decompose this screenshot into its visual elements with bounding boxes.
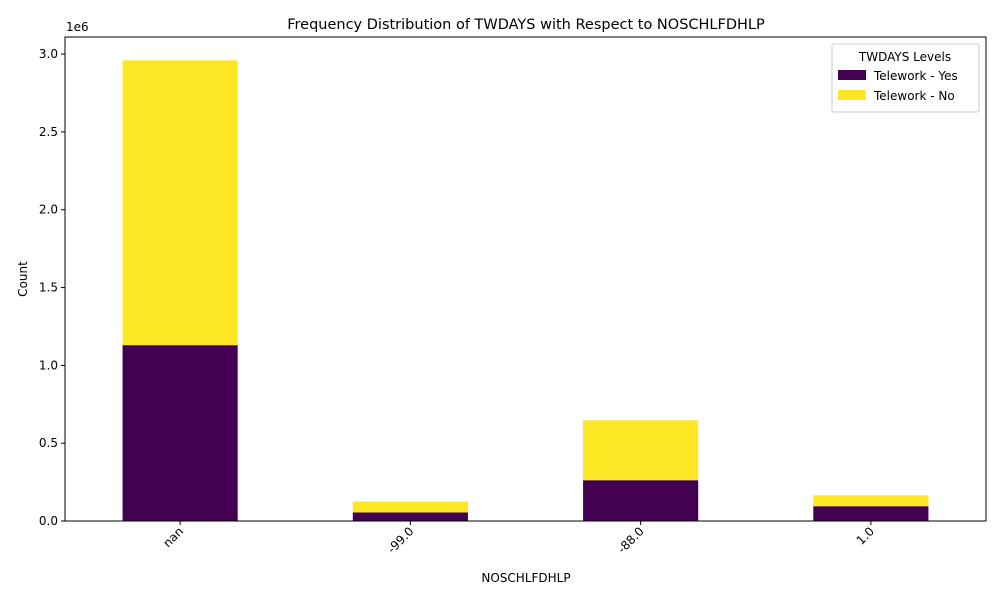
- legend-title: TWDAYS Levels: [858, 50, 951, 64]
- y-tick-label: 2.5: [39, 125, 58, 139]
- bar-telework-no-0: [122, 60, 238, 346]
- y-tick-label: 0.5: [39, 436, 58, 450]
- x-tick-label: -99.0: [385, 524, 417, 556]
- bar-telework-yes-0: [122, 345, 238, 521]
- legend-items: Telework - Yes Telework - No: [838, 69, 958, 103]
- y-offset-label: 1e6: [66, 20, 89, 34]
- bar-telework-no-3: [813, 495, 929, 507]
- bar-telework-no-2: [583, 420, 699, 481]
- y-axis-label: Count: [16, 261, 30, 297]
- legend-label-telework-no: Telework - No: [873, 89, 955, 103]
- bar-telework-yes-1: [352, 512, 468, 521]
- chart-title: Frequency Distribution of TWDAYS with Re…: [287, 17, 765, 33]
- legend-swatch-telework-no: [838, 90, 866, 100]
- x-tick-label: nan: [160, 524, 186, 550]
- y-tick-label: 0.0: [39, 514, 58, 528]
- bars-group: [122, 60, 929, 521]
- y-tick-label: 3.0: [39, 47, 58, 61]
- bar-telework-yes-2: [583, 480, 699, 521]
- legend-box: [831, 43, 980, 113]
- x-axis-label: NOSCHLFDHLP: [481, 571, 570, 585]
- axes-frame: [64, 36, 987, 522]
- x-axis-ticks: nan -99.0 -88.0 1.0: [160, 521, 877, 556]
- legend-label-telework-yes: Telework - Yes: [873, 69, 958, 83]
- y-tick-label: 2.0: [39, 203, 58, 217]
- legend: TWDAYS Levels Telework - Yes Telework - N…: [831, 43, 980, 113]
- y-tick-label: 1.5: [39, 281, 58, 295]
- y-axis-ticks: 0.0 0.5 1.0 1.5 2.0 2.5 3.0: [39, 47, 65, 528]
- bar-telework-yes-3: [813, 506, 929, 521]
- x-tick-label: 1.0: [854, 524, 877, 547]
- x-tick-label: -88.0: [615, 524, 647, 556]
- y-tick-label: 1.0: [39, 358, 58, 372]
- legend-swatch-telework-yes: [838, 70, 866, 80]
- bar-telework-no-1: [352, 501, 468, 513]
